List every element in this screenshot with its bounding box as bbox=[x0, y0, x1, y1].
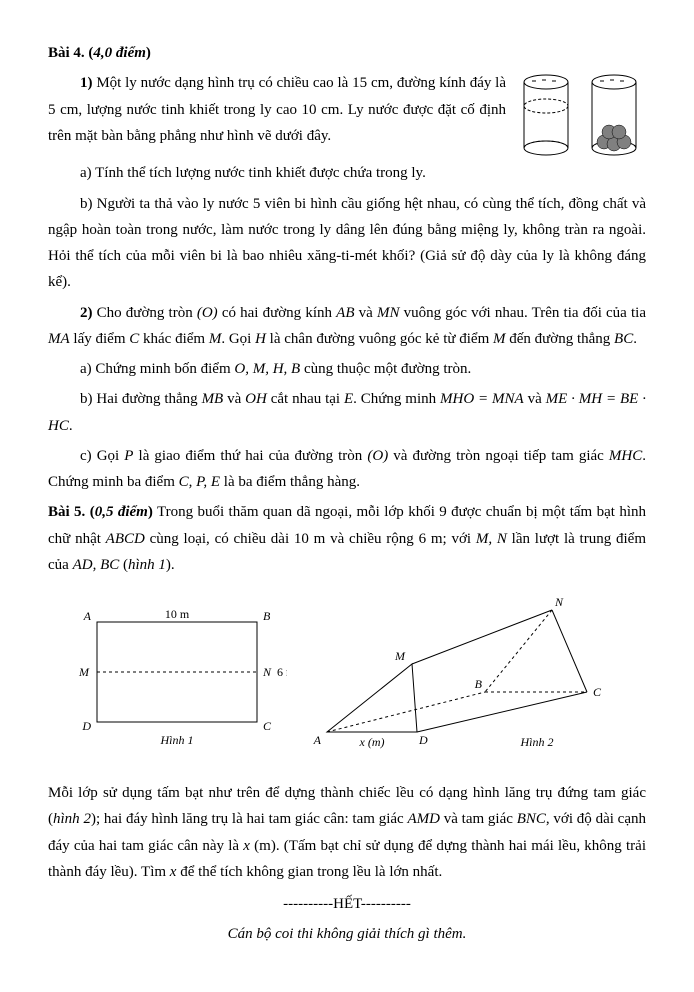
bai4-p2a: a) Chứng minh bốn điểm O, M, H, B cùng t… bbox=[48, 356, 646, 382]
bai4-p2-bold: 2) bbox=[80, 305, 93, 321]
bai4-p1-text: Một ly nước dạng hình trụ có chiều cao l… bbox=[48, 75, 506, 144]
svg-text:10 m: 10 m bbox=[165, 607, 190, 621]
svg-text:A: A bbox=[83, 609, 92, 623]
note-line: Cán bộ coi thi không giải thích gì thêm. bbox=[48, 921, 646, 947]
svg-text:M: M bbox=[78, 665, 90, 679]
bai5-para2: Mỗi lớp sử dụng tấm bạt như trên để dựng… bbox=[48, 780, 646, 885]
bai4-p1a: a) Tính thể tích lượng nước tinh khiết đ… bbox=[48, 160, 646, 186]
svg-text:C: C bbox=[263, 719, 272, 733]
bai5-para1: Bài 5. (0,5 điểm) Trong buổi thăm quan d… bbox=[48, 499, 646, 578]
svg-text:A: A bbox=[313, 733, 322, 747]
bai4-p2: 2) Cho đường tròn (O) có hai đường kính … bbox=[48, 300, 646, 353]
svg-text:x (m): x (m) bbox=[359, 735, 385, 749]
svg-text:N: N bbox=[554, 595, 564, 609]
svg-text:D: D bbox=[81, 719, 91, 733]
bai5-prefix: Bài 5. ( bbox=[48, 504, 95, 520]
svg-text:B: B bbox=[263, 609, 271, 623]
svg-text:B: B bbox=[475, 677, 483, 691]
figure-hinh2: A D M N B C x (m) Hình 2 bbox=[307, 592, 627, 762]
svg-text:6 m: 6 m bbox=[277, 665, 287, 679]
bai4-heading: Bài 4. (4,0 điểm) bbox=[48, 40, 646, 66]
bai5-figures: A B C D M N 10 m 6 m Hình 1 A D M N B C … bbox=[48, 592, 646, 762]
svg-text:D: D bbox=[418, 733, 428, 747]
svg-text:Hình 2: Hình 2 bbox=[520, 735, 554, 749]
cylinder-figure bbox=[516, 70, 646, 160]
bai4-p1-row: 1) Một ly nước dạng hình trụ có chiều ca… bbox=[48, 70, 646, 160]
bai4-p1-bold: 1) bbox=[80, 75, 93, 91]
svg-text:N: N bbox=[262, 665, 272, 679]
svg-text:M: M bbox=[394, 649, 406, 663]
figure-hinh1: A B C D M N 10 m 6 m Hình 1 bbox=[67, 602, 287, 762]
bai4-prefix: Bài 4. ( bbox=[48, 45, 93, 61]
svg-text:C: C bbox=[593, 685, 602, 699]
bai5-points: 0,5 điểm bbox=[95, 504, 148, 520]
bai4-p2b: b) Hai đường thẳng MB và OH cắt nhau tại… bbox=[48, 386, 646, 439]
svg-text:Hình 1: Hình 1 bbox=[160, 733, 194, 747]
bai4-p1b: b) Người ta thả vào ly nước 5 viên bi hì… bbox=[48, 191, 646, 296]
het-line: ----------HẾT---------- bbox=[48, 891, 646, 917]
bai4-p2c: c) Gọi P là giao điểm thứ hai của đường … bbox=[48, 443, 646, 496]
bai4-points: 4,0 điểm bbox=[93, 45, 146, 61]
bai4-p1: 1) Một ly nước dạng hình trụ có chiều ca… bbox=[48, 70, 506, 149]
bai4-suffix: ) bbox=[146, 45, 151, 61]
